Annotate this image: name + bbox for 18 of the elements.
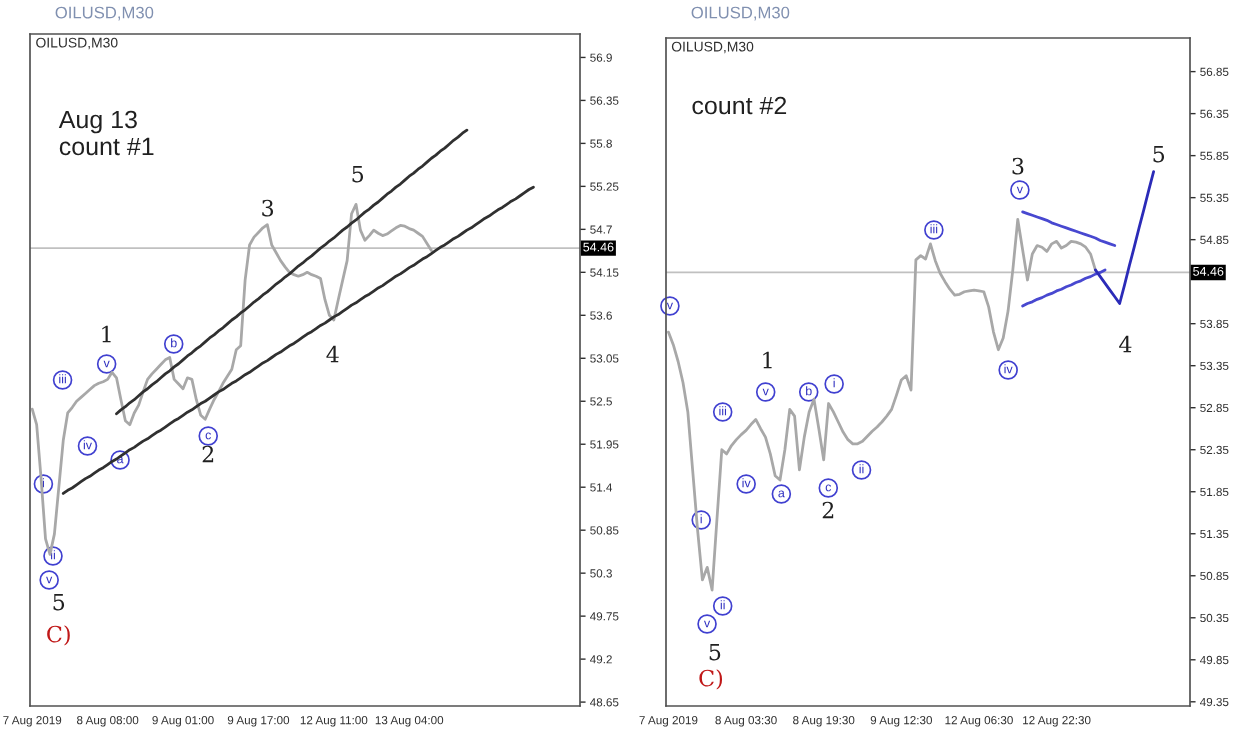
annotation: Aug 13 count #1 xyxy=(58,110,154,156)
annotation: count #2 xyxy=(692,96,787,115)
chart-subtitle: OILUSD,M30 xyxy=(55,6,154,21)
annotation: 5 xyxy=(709,643,721,661)
annotation: 2 xyxy=(202,445,214,463)
annotation: 2 xyxy=(822,501,834,519)
annotation: 1 xyxy=(102,325,111,343)
chart-subtitle: OILUSD,M30 xyxy=(691,6,790,21)
annotation: 1 xyxy=(763,351,772,369)
annotation: 5 xyxy=(53,593,65,611)
annotation: 4 xyxy=(1119,335,1132,353)
annotation: 5 xyxy=(1153,145,1165,163)
annotation: 3 xyxy=(262,199,274,217)
annotation: 3 xyxy=(1012,157,1024,175)
annotation: C) xyxy=(47,625,70,646)
annotation: 4 xyxy=(326,345,339,363)
annotation: 5 xyxy=(352,165,364,183)
annotation: C) xyxy=(699,669,723,690)
